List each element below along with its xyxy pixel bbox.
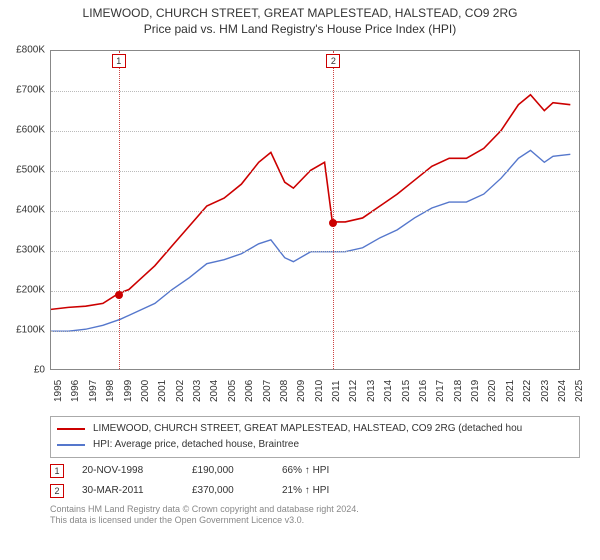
x-axis-tick: 2011 bbox=[331, 380, 342, 402]
marker-line bbox=[333, 51, 334, 369]
x-axis-tick: 2019 bbox=[470, 379, 481, 401]
y-axis-tick: £100K bbox=[0, 324, 45, 335]
chart-subtitle: Price paid vs. HM Land Registry's House … bbox=[0, 22, 600, 40]
transaction-date: 20-NOV-1998 bbox=[82, 465, 192, 476]
x-axis-tick: 2016 bbox=[418, 379, 429, 401]
chart-title: LIMEWOOD, CHURCH STREET, GREAT MAPLESTEA… bbox=[0, 0, 600, 22]
x-axis-tick: 2001 bbox=[157, 379, 168, 401]
legend-label: HPI: Average price, detached house, Brai… bbox=[93, 437, 299, 453]
table-row: 2 30-MAR-2011 £370,000 21% ↑ HPI bbox=[50, 484, 580, 498]
y-axis-tick: £0 bbox=[0, 364, 45, 375]
y-axis-tick: £800K bbox=[0, 44, 45, 55]
x-axis-tick: 2024 bbox=[557, 379, 568, 401]
x-axis-tick: 1995 bbox=[53, 379, 64, 401]
y-axis-tick: £300K bbox=[0, 244, 45, 255]
x-axis-tick: 2025 bbox=[574, 379, 585, 401]
legend-item: HPI: Average price, detached house, Brai… bbox=[57, 437, 573, 453]
y-axis-tick: £700K bbox=[0, 84, 45, 95]
transaction-price: £190,000 bbox=[192, 465, 282, 476]
x-axis-tick: 2013 bbox=[366, 379, 377, 401]
x-axis-tick: 2000 bbox=[140, 379, 151, 401]
x-axis-tick: 2006 bbox=[244, 379, 255, 401]
x-axis-tick: 2005 bbox=[227, 379, 238, 401]
y-axis-tick: £400K bbox=[0, 204, 45, 215]
y-axis-tick: £500K bbox=[0, 164, 45, 175]
legend-swatch bbox=[57, 444, 85, 446]
legend-swatch bbox=[57, 428, 85, 430]
x-axis-tick: 2012 bbox=[348, 379, 359, 401]
footnote: Contains HM Land Registry data © Crown c… bbox=[50, 504, 580, 527]
chart-area: 12 £0£100K£200K£300K£400K£500K£600K£700K… bbox=[0, 40, 600, 410]
line-series-svg bbox=[51, 51, 579, 369]
gridline bbox=[51, 251, 579, 252]
x-axis-tick: 2010 bbox=[314, 379, 325, 401]
table-row: 1 20-NOV-1998 £190,000 66% ↑ HPI bbox=[50, 464, 580, 478]
x-axis-tick: 2004 bbox=[209, 379, 220, 401]
series-line-property bbox=[51, 94, 570, 309]
transaction-date: 30-MAR-2011 bbox=[82, 485, 192, 496]
x-axis-tick: 2018 bbox=[453, 379, 464, 401]
x-axis-tick: 2002 bbox=[175, 379, 186, 401]
transaction-marker: 1 bbox=[50, 464, 64, 478]
gridline bbox=[51, 211, 579, 212]
marker-label: 2 bbox=[326, 54, 340, 68]
marker-label: 1 bbox=[112, 54, 126, 68]
legend-label: LIMEWOOD, CHURCH STREET, GREAT MAPLESTEA… bbox=[93, 421, 522, 437]
gridline bbox=[51, 91, 579, 92]
x-axis-tick: 2003 bbox=[192, 379, 203, 401]
x-axis-tick: 1999 bbox=[123, 379, 134, 401]
footnote-line: Contains HM Land Registry data © Crown c… bbox=[50, 504, 580, 516]
plot-area: 12 bbox=[50, 50, 580, 370]
transactions-table: 1 20-NOV-1998 £190,000 66% ↑ HPI 2 30-MA… bbox=[50, 464, 580, 498]
x-axis-tick: 1997 bbox=[88, 379, 99, 401]
legend-item: LIMEWOOD, CHURCH STREET, GREAT MAPLESTEA… bbox=[57, 421, 573, 437]
footnote-line: This data is licensed under the Open Gov… bbox=[50, 515, 580, 527]
x-axis-tick: 2017 bbox=[435, 379, 446, 401]
x-axis-tick: 2009 bbox=[296, 379, 307, 401]
gridline bbox=[51, 131, 579, 132]
x-axis-tick: 2020 bbox=[487, 379, 498, 401]
x-axis-tick: 1998 bbox=[105, 379, 116, 401]
x-axis-tick: 2008 bbox=[279, 379, 290, 401]
marker-dot bbox=[329, 219, 337, 227]
x-axis-tick: 2023 bbox=[540, 379, 551, 401]
marker-dot bbox=[115, 291, 123, 299]
series-line-hpi bbox=[51, 150, 570, 331]
y-axis-tick: £200K bbox=[0, 284, 45, 295]
legend: LIMEWOOD, CHURCH STREET, GREAT MAPLESTEA… bbox=[50, 416, 580, 458]
gridline bbox=[51, 171, 579, 172]
transaction-delta: 21% ↑ HPI bbox=[282, 485, 372, 496]
gridline bbox=[51, 331, 579, 332]
x-axis-tick: 2022 bbox=[522, 379, 533, 401]
x-axis-tick: 2021 bbox=[505, 379, 516, 401]
transaction-marker: 2 bbox=[50, 484, 64, 498]
transaction-delta: 66% ↑ HPI bbox=[282, 465, 372, 476]
x-axis-tick: 2007 bbox=[262, 379, 273, 401]
transaction-price: £370,000 bbox=[192, 485, 282, 496]
x-axis-tick: 1996 bbox=[70, 379, 81, 401]
y-axis-tick: £600K bbox=[0, 124, 45, 135]
marker-line bbox=[119, 51, 120, 369]
x-axis-tick: 2015 bbox=[401, 379, 412, 401]
x-axis-tick: 2014 bbox=[383, 379, 394, 401]
gridline bbox=[51, 291, 579, 292]
